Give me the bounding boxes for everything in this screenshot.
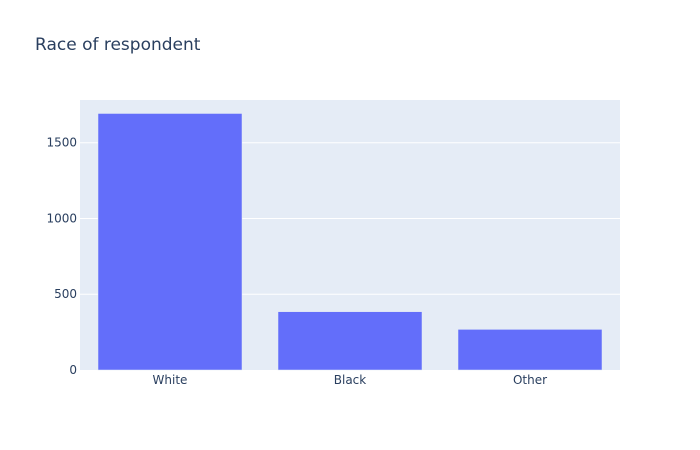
bars xyxy=(97,113,603,371)
y-tick-label-0: 0 xyxy=(69,363,77,377)
bar-black xyxy=(277,311,423,371)
y-tick-label-1000: 1000 xyxy=(46,211,77,225)
x-axis-tick-labels: White Black Other xyxy=(153,373,548,387)
x-tick-label-white: White xyxy=(153,373,188,387)
y-tick-label-1500: 1500 xyxy=(46,136,77,150)
bar-other xyxy=(457,329,603,371)
x-tick-label-black: Black xyxy=(334,373,367,387)
bar-white xyxy=(97,113,243,371)
y-axis-tick-labels: 0 500 1000 1500 xyxy=(46,136,77,377)
y-tick-label-500: 500 xyxy=(54,287,77,301)
chart-title: Race of respondent xyxy=(35,35,201,55)
x-tick-label-other: Other xyxy=(513,373,547,387)
